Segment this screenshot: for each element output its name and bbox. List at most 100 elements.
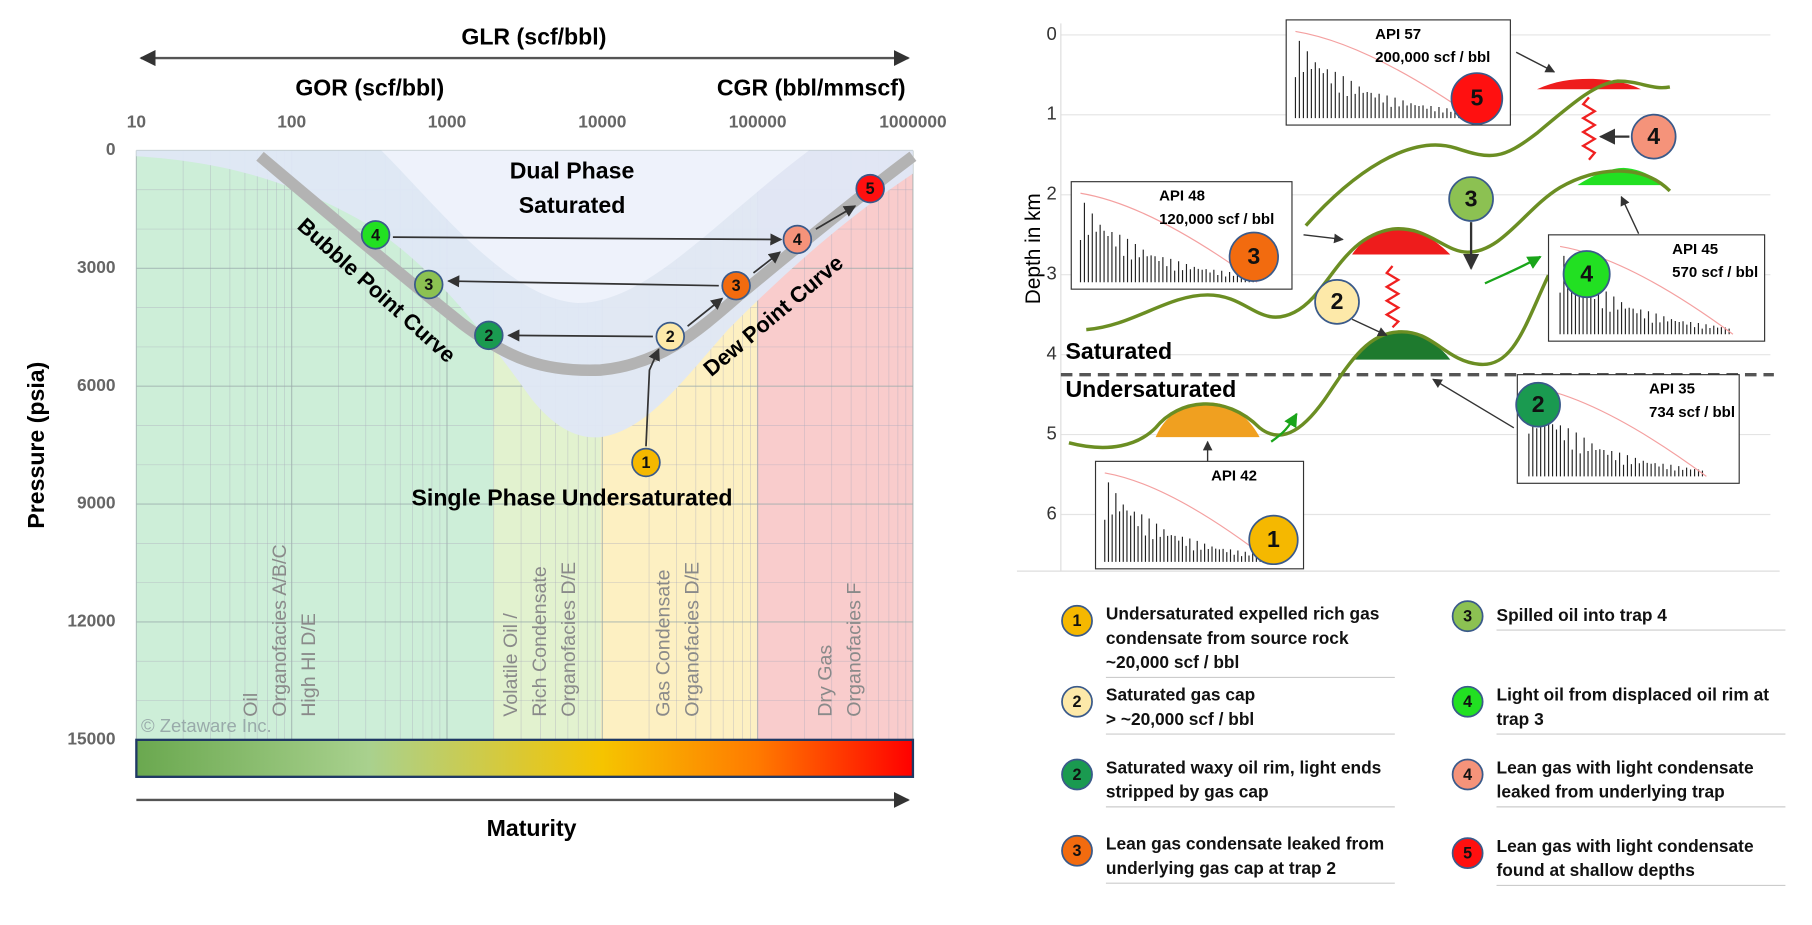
- marker-circle: [1451, 758, 1484, 791]
- marker-label: 3: [1073, 842, 1082, 860]
- arrow: [447, 275, 719, 288]
- inset: API 48 120,000 scf / bbl 3: [1070, 181, 1293, 290]
- trap-fill: [1155, 402, 1260, 438]
- marker-circle: [474, 320, 504, 351]
- y-tick-label: 0: [1046, 23, 1056, 44]
- inset-api: API 57: [1375, 26, 1421, 43]
- marker-circle: [1061, 685, 1093, 718]
- arrow: [687, 297, 724, 327]
- x-tick-label: 100: [277, 111, 306, 131]
- zone-label: Gas Condensate: [653, 569, 675, 716]
- marker-label: 5: [866, 180, 875, 198]
- marker-circle: [782, 224, 813, 255]
- inset: API 42 1: [1094, 460, 1305, 570]
- zone-label: Organofacies D/E: [558, 562, 580, 717]
- marker-label: 2: [1073, 693, 1082, 711]
- arrow: [507, 329, 653, 342]
- legend-text: leaked from underlying trap: [1497, 782, 1725, 802]
- y-tick-label: 15000: [67, 728, 115, 748]
- leak-path: [1580, 96, 1597, 161]
- envelope-core: [381, 150, 809, 304]
- inset-gor: 570 scf / bbl: [1672, 264, 1758, 281]
- zone-label: Organofacies A/B/C: [269, 544, 291, 716]
- y-tick-label: 2: [1046, 183, 1056, 204]
- arrow: [1620, 195, 1640, 234]
- horizon: [1086, 169, 1672, 332]
- glr-label: GLR (scf/bbl): [461, 23, 606, 49]
- arrow: [1351, 318, 1388, 337]
- maturity-bar: [135, 738, 915, 778]
- arrow: [815, 205, 857, 230]
- inset: API 57 200,000 scf / bbl 5: [1285, 19, 1511, 126]
- y-tick-label: 5: [1046, 422, 1056, 443]
- legend-text: found at shallow depths: [1497, 860, 1695, 880]
- zone-label: Dry Gas: [814, 645, 836, 717]
- spectrum: [1294, 40, 1472, 119]
- y-tick-label: 4: [1046, 343, 1056, 364]
- marker-label: 5: [1470, 85, 1483, 111]
- marker-label: 3: [1463, 608, 1472, 626]
- x-tick-label: 1000000: [879, 111, 946, 131]
- legend-text: Lean gas with light condensate: [1497, 836, 1754, 856]
- marker-label: 3: [1247, 243, 1260, 269]
- arrow: [1432, 378, 1515, 429]
- inset-api: API 42: [1211, 467, 1257, 484]
- arrow: [1484, 255, 1542, 285]
- marker-circle: [1448, 176, 1494, 222]
- marker-circle: [1228, 231, 1279, 282]
- y-tick-label: 0: [106, 139, 116, 159]
- y-tick-label: 1: [1046, 103, 1056, 124]
- marker-label: 2: [1073, 766, 1082, 784]
- zone-label: Saturated: [1065, 338, 1172, 364]
- zone-label: Organofacies D/E: [682, 562, 704, 717]
- zone-label: Volatile Oil /: [500, 613, 522, 717]
- inset-gor: 734 scf / bbl: [1649, 404, 1735, 421]
- marker-circle: [1630, 113, 1677, 160]
- spectrum-envelope: [1295, 30, 1476, 119]
- marker-circle: [1450, 72, 1504, 125]
- spectrum-envelope: [1559, 245, 1734, 335]
- legend-text: trap 3: [1497, 709, 1545, 729]
- marker-circle: [1562, 250, 1611, 299]
- horizons: [1068, 79, 1672, 450]
- marker-circle: [721, 270, 751, 301]
- zone-label: Rich Condensate: [529, 566, 551, 717]
- legend-text: ~20,000 scf / bbl: [1106, 652, 1239, 672]
- legend-text: Light oil from displaced oil rim at: [1497, 685, 1770, 705]
- y-tick-label: 12000: [67, 611, 115, 631]
- spectrum: [1079, 202, 1254, 283]
- marker-label: 1: [641, 454, 650, 472]
- marker-circle: [855, 173, 885, 204]
- marker-label: 3: [424, 276, 433, 294]
- region-label: Dual Phase: [510, 158, 635, 184]
- region-label: Single Phase Undersaturated: [411, 485, 732, 511]
- marker-label: 4: [793, 231, 802, 249]
- cgr-label: CGR (bbl/mmscf): [717, 74, 906, 100]
- marker-circle: [1451, 685, 1484, 718]
- inset-api: API 35: [1649, 381, 1695, 398]
- marker-label: 1: [1073, 612, 1082, 630]
- y-tick-label: 3: [1046, 263, 1056, 284]
- spectrum: [1104, 482, 1269, 562]
- legend-text: Spilled oil into trap 4: [1497, 605, 1668, 625]
- y-axis-label: Pressure (psia): [23, 362, 49, 529]
- marker-circle: [1515, 381, 1561, 428]
- y-tick-label: 6: [1046, 502, 1056, 523]
- marker-label: 3: [1465, 185, 1478, 211]
- zone-label: High HI D/E: [298, 613, 320, 717]
- marker-circle: [1451, 837, 1484, 869]
- inset: API 45 570 scf / bbl 4: [1547, 234, 1766, 342]
- horizon: [1304, 79, 1671, 227]
- gor-label: GOR (scf/bbl): [295, 74, 444, 100]
- migration-arrows: [392, 205, 857, 447]
- y-axis-label: Depth in km: [1022, 193, 1045, 304]
- marker-circle: [1061, 758, 1093, 791]
- zone-label: Oil: [240, 693, 262, 717]
- legend-text: Lean gas with light condensate: [1497, 757, 1754, 777]
- leak-path: [1384, 265, 1401, 329]
- marker-label: 3: [732, 277, 741, 295]
- marker-circle: [1061, 834, 1093, 867]
- region-label: Saturated: [519, 192, 626, 218]
